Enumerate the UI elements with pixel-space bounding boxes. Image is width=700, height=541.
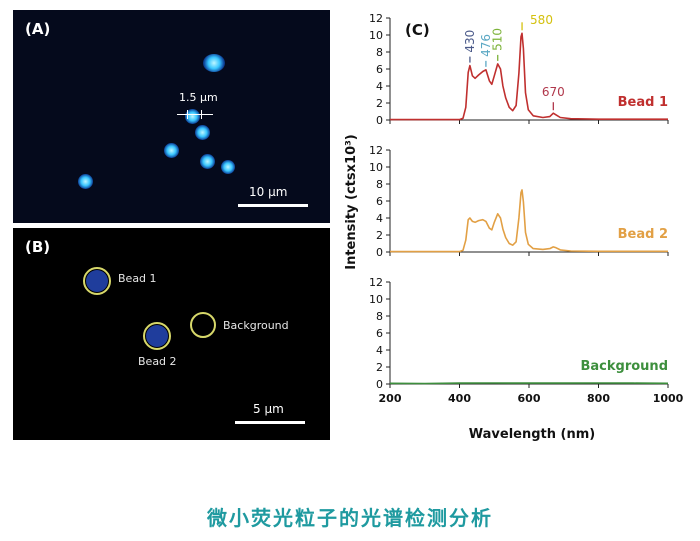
y-tick-label: 6 xyxy=(376,327,383,340)
y-tick-label: 10 xyxy=(369,161,383,174)
y-tick-label: 4 xyxy=(376,212,383,225)
x-tick-label: 400 xyxy=(448,392,471,405)
y-tick-label: 8 xyxy=(376,310,383,323)
y-tick-label: 2 xyxy=(376,361,383,374)
y-tick-label: 12 xyxy=(369,144,383,157)
y-tick-label: 12 xyxy=(369,12,383,25)
bead-dot xyxy=(78,174,93,189)
bead-dot xyxy=(221,160,235,174)
bead-1-ring xyxy=(83,267,111,295)
panel-a-label: (A) xyxy=(25,20,51,38)
fluorescence-image-panel-a: (A) 1.5 µm 10 µm xyxy=(13,10,330,223)
series-label: Bead 1 xyxy=(618,95,668,110)
x-tick-label: 200 xyxy=(379,392,402,405)
y-tick-label: 6 xyxy=(376,63,383,76)
y-tick-label: 6 xyxy=(376,195,383,208)
bead-dot xyxy=(185,109,200,124)
peak-label: 430 xyxy=(463,30,477,53)
scale-bar xyxy=(238,204,308,207)
scale-bar xyxy=(235,421,305,424)
y-tick-label: 8 xyxy=(376,46,383,59)
x-tick-label: 600 xyxy=(518,392,541,405)
x-tick-label: 800 xyxy=(587,392,610,405)
y-tick-label: 8 xyxy=(376,178,383,191)
y-tick-label: 0 xyxy=(376,114,383,127)
background-label: Background xyxy=(223,319,289,332)
peak-label: 670 xyxy=(542,85,565,99)
scale-bar-label: 10 µm xyxy=(249,185,288,199)
figure-caption: 微小荧光粒子的光谱检测分析 xyxy=(207,506,493,530)
series-line-bead-1 xyxy=(390,32,668,121)
size-marker xyxy=(177,114,213,115)
x-axis-label: Wavelength (nm) xyxy=(469,427,595,442)
bead-dot xyxy=(195,125,210,140)
y-tick-label: 10 xyxy=(369,29,383,42)
y-tick-label: 2 xyxy=(376,97,383,110)
bead-1-label: Bead 1 xyxy=(118,272,157,285)
y-tick-label: 4 xyxy=(376,344,383,357)
series-label: Background xyxy=(581,359,669,374)
peak-label: 476 xyxy=(479,34,493,57)
y-tick-label: 2 xyxy=(376,229,383,242)
y-tick-label: 0 xyxy=(376,378,383,391)
region-image-panel-b: (B) Bead 1 Bead 2 Background 5 µm xyxy=(13,228,330,440)
bead-dot xyxy=(203,54,225,72)
series-line-bead-2 xyxy=(390,189,668,253)
y-tick-label: 12 xyxy=(369,276,383,289)
series-label: Bead 2 xyxy=(618,227,668,242)
y-tick-label: 4 xyxy=(376,80,383,93)
scale-bar-label: 5 µm xyxy=(253,402,284,416)
x-tick-label: 1000 xyxy=(653,392,684,405)
y-tick-label: 10 xyxy=(369,293,383,306)
peak-label: 580 xyxy=(530,13,553,27)
bead-dot xyxy=(200,154,215,169)
size-marker-tick-right xyxy=(201,110,202,119)
peak-label: 510 xyxy=(491,28,505,51)
bead-2-label: Bead 2 xyxy=(138,355,177,368)
bead-2-ring xyxy=(143,322,171,350)
panel-c-label: (C) xyxy=(405,21,430,39)
size-marker-tick-left xyxy=(187,110,188,119)
panel-b-label: (B) xyxy=(25,238,51,256)
size-label: 1.5 µm xyxy=(179,91,218,104)
background-ring xyxy=(190,312,216,338)
series-line-background xyxy=(389,382,669,385)
bead-dot xyxy=(164,143,179,158)
y-axis-label: Intensity (ctsx10³) xyxy=(344,134,359,270)
y-tick-label: 0 xyxy=(376,246,383,259)
